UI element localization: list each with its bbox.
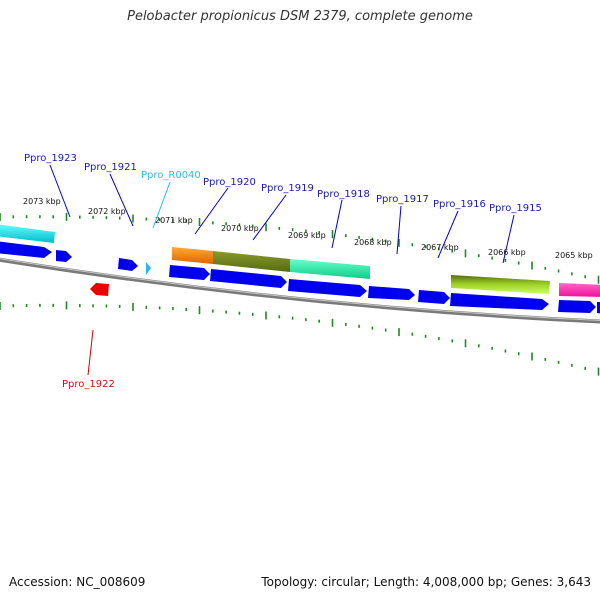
gene-arrow-ppro-r0040[interactable] bbox=[146, 262, 151, 275]
gene-arrow-ppro-1917[interactable] bbox=[368, 286, 415, 300]
kbp-label: 2068 kbp bbox=[354, 238, 392, 247]
leader-ppro-1917 bbox=[396, 205, 402, 255]
gene-label-leaders bbox=[49, 164, 515, 376]
gene-label[interactable]: Ppro_1923 bbox=[24, 153, 77, 164]
gene-labels: Ppro_1923 Ppro_1921 Ppro_R0040 Ppro_1920… bbox=[24, 153, 542, 390]
kbp-label: 2069 kbp bbox=[288, 231, 326, 240]
gene-arrow-edge-1[interactable] bbox=[558, 300, 596, 313]
leader-ppro-r0040 bbox=[152, 181, 171, 229]
cog-feature-lime[interactable] bbox=[451, 275, 550, 294]
cog-feature-cyan[interactable] bbox=[0, 224, 55, 243]
cog-feature-pink[interactable] bbox=[559, 283, 600, 297]
gene-arrow-ppro-1920[interactable] bbox=[169, 265, 210, 280]
leader-ppro-1923 bbox=[49, 164, 71, 218]
gene-arrow-ppro-1921[interactable] bbox=[118, 258, 138, 271]
leader-ppro-1915 bbox=[502, 214, 515, 264]
tick-track-outer bbox=[0, 212, 600, 284]
leader-ppro-1921 bbox=[109, 173, 134, 227]
leader-ppro-1920 bbox=[194, 187, 229, 235]
gene-label[interactable]: Ppro_1917 bbox=[376, 194, 429, 205]
topology-text: Topology: circular; Length: 4,008,000 bp… bbox=[261, 575, 591, 589]
gene-label[interactable]: Ppro_1921 bbox=[84, 162, 137, 173]
map-title: Pelobacter propionicus DSM 2379, complet… bbox=[127, 9, 473, 24]
gene-arrow-ppro-1919[interactable] bbox=[210, 269, 287, 288]
cog-feature-olive[interactable] bbox=[213, 251, 290, 272]
genome-backbone-highlight bbox=[0, 258, 600, 322]
genome-backbone bbox=[0, 257, 600, 324]
gene-arrow-ppro-1916[interactable] bbox=[418, 290, 450, 304]
kbp-scale-labels: 2073 kbp 2072 kbp 2071 kbp 2070 kbp 2069… bbox=[23, 197, 593, 260]
accession-text: Accession: NC_008609 bbox=[9, 575, 146, 589]
kbp-label: 2071 kbp bbox=[155, 216, 193, 225]
kbp-label: 2065 kbp bbox=[555, 251, 593, 260]
leader-ppro-1916 bbox=[437, 210, 459, 259]
gene-arrow-edge-2[interactable] bbox=[597, 302, 600, 314]
gene-arrow-ppro-1918[interactable] bbox=[288, 279, 367, 297]
gene-label[interactable]: Ppro_1915 bbox=[489, 203, 542, 214]
gene-label[interactable]: Ppro_R0040 bbox=[141, 170, 201, 181]
cog-feature-seagreen[interactable] bbox=[290, 259, 370, 279]
tick-track-inner bbox=[0, 301, 600, 376]
gene-arrow-small-1[interactable] bbox=[56, 250, 72, 262]
kbp-label: 2073 kbp bbox=[23, 197, 61, 206]
cog-feature-orange[interactable] bbox=[172, 247, 213, 264]
gene-label[interactable]: Ppro_1922 bbox=[62, 379, 115, 390]
gene-label[interactable]: Ppro_1916 bbox=[433, 199, 486, 210]
feature-track bbox=[0, 224, 600, 297]
kbp-label: 2066 kbp bbox=[488, 248, 526, 257]
leader-ppro-1919 bbox=[252, 194, 287, 241]
gene-arrow-ppro-1922[interactable] bbox=[90, 283, 109, 296]
gene-arrow-ppro-1915[interactable] bbox=[450, 293, 549, 310]
gene-arrow-ppro-1923[interactable] bbox=[0, 241, 52, 258]
kbp-label: 2072 kbp bbox=[88, 207, 126, 216]
leader-ppro-1922 bbox=[87, 329, 94, 376]
kbp-label: 2067 kbp bbox=[421, 243, 459, 252]
forward-genes bbox=[0, 241, 600, 314]
gene-label[interactable]: Ppro_1920 bbox=[203, 177, 256, 188]
kbp-label: 2070 kbp bbox=[221, 224, 259, 233]
leader-ppro-1918 bbox=[331, 199, 343, 249]
gene-label[interactable]: Ppro_1919 bbox=[261, 183, 314, 194]
gene-label[interactable]: Ppro_1918 bbox=[317, 189, 370, 200]
